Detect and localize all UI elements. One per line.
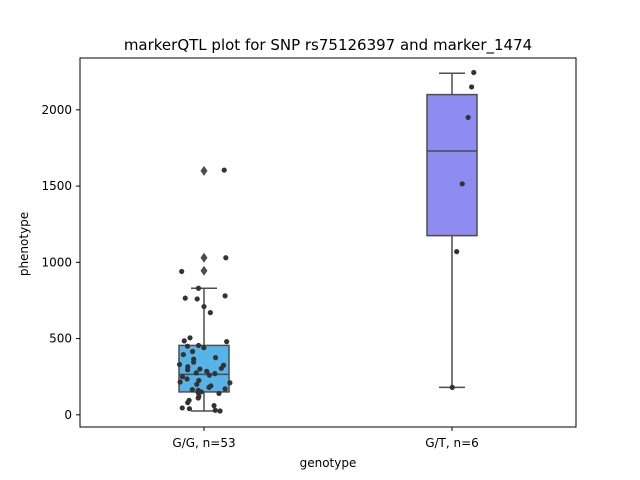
data-point <box>204 368 210 374</box>
data-point <box>216 390 222 397</box>
data-point <box>187 335 193 341</box>
x-axis-label: genotype <box>300 456 357 470</box>
data-point <box>471 69 477 76</box>
data-point <box>184 376 190 382</box>
data-point <box>195 285 202 291</box>
data-point <box>227 380 233 386</box>
x-tick-label: G/G, n=53 <box>172 436 235 450</box>
data-point <box>222 293 228 299</box>
data-point <box>212 407 218 413</box>
data-point <box>197 366 203 372</box>
data-point <box>189 387 195 393</box>
data-point <box>179 405 185 411</box>
data-point <box>201 345 207 351</box>
data-point <box>195 342 202 349</box>
data-point <box>176 361 183 368</box>
data-point <box>179 268 185 275</box>
y-tick-label: 1500 <box>41 179 72 193</box>
data-point <box>212 371 218 377</box>
outlier-marker <box>200 165 208 176</box>
data-point <box>191 359 197 365</box>
data-point <box>201 303 207 310</box>
data-point <box>185 367 191 373</box>
data-point <box>179 374 186 380</box>
data-point <box>218 365 224 371</box>
data-point <box>206 372 212 378</box>
data-point <box>206 384 212 390</box>
data-point <box>195 395 201 401</box>
x-tick-label: G/T, n=6 <box>425 436 479 450</box>
plot-frame <box>79 57 577 428</box>
data-point <box>221 167 227 173</box>
y-tick-label: 1000 <box>41 255 72 269</box>
data-point <box>184 343 191 349</box>
data-point <box>465 114 471 121</box>
data-point <box>185 400 191 406</box>
data-point <box>207 310 213 316</box>
y-tick-label: 500 <box>49 332 72 346</box>
chart-title: markerQTL plot for SNP rs75126397 and ma… <box>124 36 532 55</box>
data-point <box>454 249 460 255</box>
data-point <box>177 379 183 385</box>
data-point <box>217 408 223 414</box>
data-point <box>189 348 196 355</box>
data-point <box>459 181 465 187</box>
data-point <box>194 296 200 302</box>
data-point <box>193 370 199 376</box>
data-point <box>468 84 475 90</box>
data-point <box>182 295 188 301</box>
plot-area: G/G, n=53 G/T, n=6 0 500 1000 1500 2000 <box>41 57 577 450</box>
data-point <box>196 377 202 384</box>
data-point <box>224 339 230 345</box>
outlier-marker <box>200 252 208 263</box>
data-point <box>186 406 193 412</box>
data-point <box>223 255 229 261</box>
y-tick-label: 0 <box>64 408 72 422</box>
y-tick-label: 2000 <box>41 103 72 117</box>
data-point <box>194 381 200 387</box>
y-axis-label: phenotype <box>17 212 31 276</box>
data-point <box>211 403 217 409</box>
data-point <box>449 384 455 390</box>
data-point <box>180 351 186 358</box>
data-point <box>212 355 219 361</box>
data-point <box>181 338 187 344</box>
data-point <box>195 390 201 396</box>
outlier-marker <box>200 265 208 276</box>
data-point <box>222 386 228 392</box>
